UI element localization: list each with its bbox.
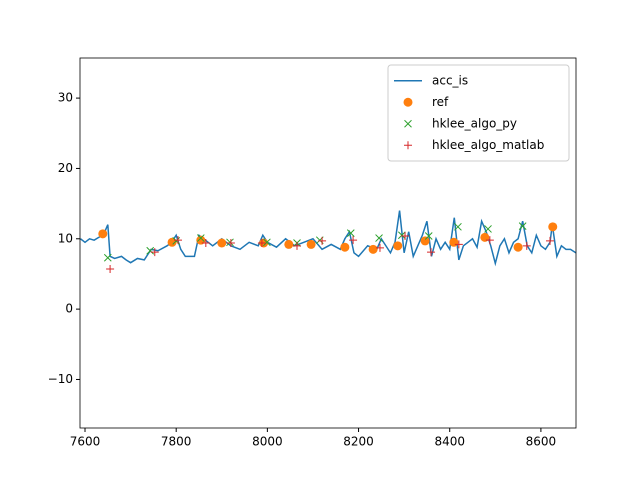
- ref-point: [548, 222, 558, 232]
- plus-point: [454, 240, 463, 249]
- legend-label: hklee_algo_py: [432, 116, 517, 130]
- x-tick-label: 8600: [526, 435, 557, 449]
- x-tick-label: 7600: [70, 435, 101, 449]
- plus-point: [226, 239, 235, 247]
- x-tick-label: 8400: [434, 435, 465, 449]
- plus-point: [174, 236, 183, 245]
- plus-point: [375, 243, 384, 252]
- ref-point: [480, 232, 490, 242]
- x-point: [103, 253, 112, 262]
- plus-point: [522, 241, 531, 250]
- x-point: [172, 237, 181, 245]
- x-point: [397, 231, 406, 240]
- ref-point: [98, 229, 108, 239]
- x-point: [375, 234, 383, 242]
- x-point: [146, 246, 155, 255]
- x-point: [484, 225, 492, 233]
- plus-point: [293, 241, 301, 250]
- ref-point: [393, 241, 403, 251]
- legend-marker: [404, 119, 412, 128]
- y-tick-label: −10: [48, 372, 73, 386]
- plot-area: [80, 210, 576, 274]
- ref-point: [420, 236, 430, 246]
- ref-point: [368, 244, 378, 254]
- x-point: [424, 232, 433, 240]
- legend-marker: [404, 141, 412, 150]
- plus-point: [401, 231, 410, 240]
- x-tick-label: 7800: [161, 435, 192, 449]
- x-point: [454, 222, 462, 231]
- plus-point: [427, 248, 436, 257]
- ref-point: [449, 237, 459, 247]
- legend-box: [387, 64, 570, 162]
- x-point: [263, 238, 271, 247]
- ref-point: [513, 242, 523, 252]
- plot-frame: [79, 57, 577, 429]
- x-point: [346, 229, 355, 238]
- data-line: [80, 210, 576, 267]
- legend-label: ref: [432, 95, 449, 109]
- x-point: [196, 234, 205, 242]
- ref-point: [340, 242, 350, 252]
- x-point: [226, 238, 234, 247]
- ref-point: [284, 239, 294, 249]
- legend-label: hklee_algo_matlab: [432, 138, 544, 152]
- plus-point: [257, 239, 266, 247]
- plus-point: [150, 248, 159, 257]
- plus-point: [201, 239, 210, 247]
- legend-label: acc_is: [432, 73, 468, 87]
- plus-point: [349, 236, 358, 245]
- x-point: [518, 222, 527, 230]
- legend-marker: [403, 97, 413, 107]
- y-tick-label: 10: [58, 231, 73, 245]
- plus-point: [485, 236, 494, 245]
- plus-point: [318, 236, 327, 245]
- ref-point: [217, 238, 227, 248]
- plus-point: [106, 265, 115, 274]
- ref-point: [306, 239, 316, 249]
- plus-point: [546, 236, 555, 245]
- y-tick-label: 30: [58, 91, 73, 105]
- x-tick-label: 8000: [252, 435, 283, 449]
- y-tick-label: 20: [58, 161, 73, 175]
- ref-point: [196, 235, 206, 245]
- x-tick-label: 8200: [343, 435, 374, 449]
- y-tick-label: 0: [65, 302, 73, 316]
